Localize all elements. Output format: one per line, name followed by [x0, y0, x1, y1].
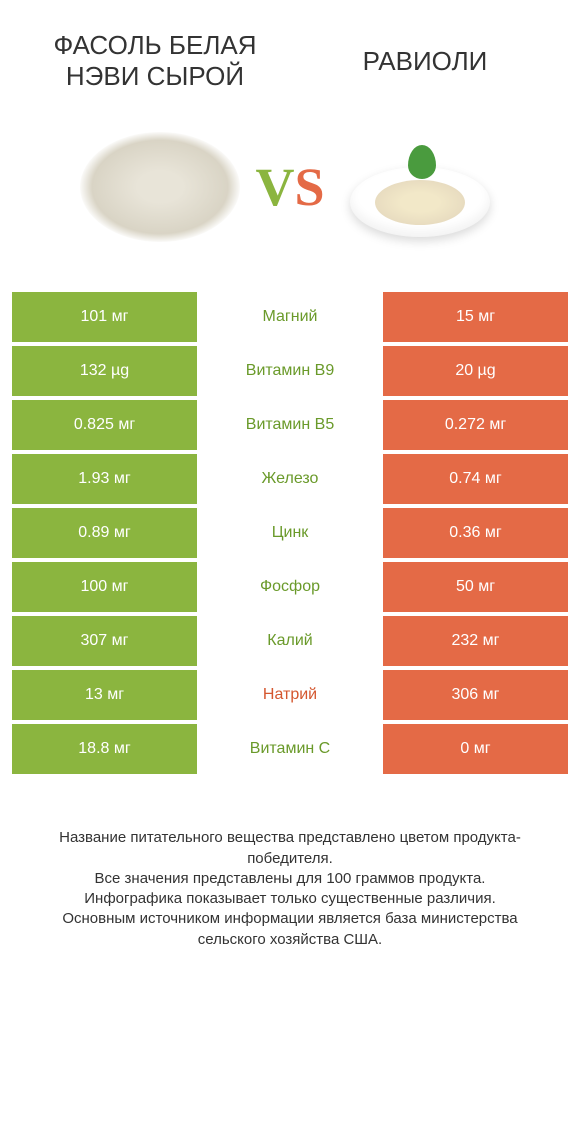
right-value-cell: 50 мг — [383, 562, 568, 612]
left-value-cell: 18.8 мг — [12, 724, 197, 774]
right-value-cell: 0.74 мг — [383, 454, 568, 504]
left-value-cell: 101 мг — [12, 292, 197, 342]
footer-note: Название питательного вещества представл… — [0, 778, 580, 970]
table-row: 0.825 мгВитамин B50.272 мг — [12, 400, 568, 450]
nutrient-name-cell: Калий — [197, 616, 383, 666]
table-row: 100 мгФосфор50 мг — [12, 562, 568, 612]
table-row: 132 µgВитамин B920 µg — [12, 346, 568, 396]
footer-line: Инфографика показывает только существенн… — [30, 889, 550, 909]
footer-line: Все значения представлены для 100 граммо… — [30, 869, 550, 889]
right-value-cell: 306 мг — [383, 670, 568, 720]
nutrient-name-cell: Фосфор — [197, 562, 383, 612]
nutrient-name-cell: Железо — [197, 454, 383, 504]
right-value-cell: 0.272 мг — [383, 400, 568, 450]
vs-label: VS — [255, 156, 324, 218]
beans-icon — [80, 132, 240, 242]
left-food-image — [75, 122, 245, 252]
nutrient-name-cell: Магний — [197, 292, 383, 342]
table-row: 0.89 мгЦинк0.36 мг — [12, 508, 568, 558]
footer-line: Основным источником информации является … — [30, 909, 550, 950]
right-food-title: РАВИОЛИ — [290, 30, 560, 92]
table-row: 1.93 мгЖелезо0.74 мг — [12, 454, 568, 504]
nutrition-table: 101 мгМагний15 мг132 µgВитамин B920 µg0.… — [0, 292, 580, 774]
nutrient-name-cell: Натрий — [197, 670, 383, 720]
right-value-cell: 20 µg — [383, 346, 568, 396]
table-row: 13 мгНатрий306 мг — [12, 670, 568, 720]
right-food-image — [335, 122, 505, 252]
left-value-cell: 13 мг — [12, 670, 197, 720]
ravioli-icon — [340, 127, 500, 247]
nutrient-name-cell: Цинк — [197, 508, 383, 558]
left-value-cell: 307 мг — [12, 616, 197, 666]
right-value-cell: 0.36 мг — [383, 508, 568, 558]
vs-s-letter: S — [294, 156, 324, 218]
left-value-cell: 132 µg — [12, 346, 197, 396]
left-value-cell: 0.825 мг — [12, 400, 197, 450]
table-row: 101 мгМагний15 мг — [12, 292, 568, 342]
right-value-cell: 232 мг — [383, 616, 568, 666]
vs-v-letter: V — [255, 156, 294, 218]
right-value-cell: 15 мг — [383, 292, 568, 342]
nutrient-name-cell: Витамин C — [197, 724, 383, 774]
nutrient-name-cell: Витамин B5 — [197, 400, 383, 450]
vs-row: VS — [0, 102, 580, 292]
right-value-cell: 0 мг — [383, 724, 568, 774]
table-row: 307 мгКалий232 мг — [12, 616, 568, 666]
footer-line: Название питательного вещества представл… — [30, 828, 550, 869]
table-row: 18.8 мгВитамин C0 мг — [12, 724, 568, 774]
nutrient-name-cell: Витамин B9 — [197, 346, 383, 396]
left-value-cell: 1.93 мг — [12, 454, 197, 504]
header: ФАСОЛЬ БЕЛАЯ НЭВИ СЫРОЙ РАВИОЛИ — [0, 0, 580, 102]
left-value-cell: 0.89 мг — [12, 508, 197, 558]
left-value-cell: 100 мг — [12, 562, 197, 612]
left-food-title: ФАСОЛЬ БЕЛАЯ НЭВИ СЫРОЙ — [20, 30, 290, 92]
